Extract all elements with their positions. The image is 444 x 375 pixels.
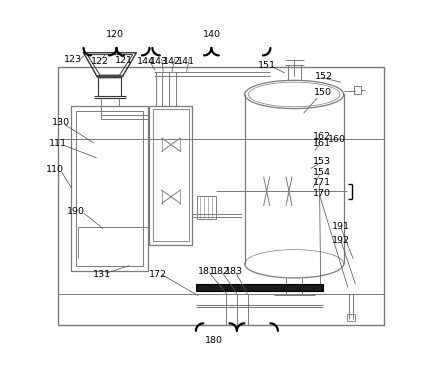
Text: 131: 131 — [93, 270, 111, 279]
Text: 154: 154 — [313, 168, 331, 177]
Bar — [150, 106, 192, 245]
Text: 110: 110 — [45, 165, 63, 174]
Bar — [71, 106, 147, 271]
Text: 122: 122 — [91, 57, 109, 66]
Text: 142: 142 — [163, 57, 181, 66]
Text: 160: 160 — [328, 135, 345, 144]
Text: 143: 143 — [150, 57, 168, 66]
Text: 171: 171 — [313, 178, 331, 187]
Bar — [347, 314, 355, 321]
Text: 183: 183 — [225, 267, 243, 276]
Text: 140: 140 — [202, 30, 221, 39]
Text: 152: 152 — [315, 72, 333, 81]
Bar — [58, 66, 384, 325]
Text: 190: 190 — [67, 207, 85, 216]
Text: 130: 130 — [52, 118, 70, 127]
Text: 162: 162 — [313, 132, 331, 141]
Text: 150: 150 — [313, 88, 332, 97]
Bar — [76, 111, 143, 266]
Text: 161: 161 — [313, 139, 331, 148]
Text: 180: 180 — [205, 336, 223, 345]
Bar — [153, 110, 189, 242]
Text: 153: 153 — [313, 157, 331, 166]
Text: 111: 111 — [49, 139, 67, 148]
Text: 172: 172 — [149, 270, 167, 279]
Text: 151: 151 — [258, 61, 277, 70]
Polygon shape — [96, 76, 123, 78]
Text: 170: 170 — [313, 189, 331, 198]
Text: 121: 121 — [115, 57, 133, 66]
Text: 192: 192 — [332, 236, 350, 245]
Bar — [354, 86, 361, 94]
Bar — [196, 284, 322, 291]
Text: 141: 141 — [177, 57, 195, 66]
Text: 123: 123 — [64, 55, 82, 64]
Text: 181: 181 — [198, 267, 216, 276]
Text: 191: 191 — [332, 222, 350, 231]
Bar — [197, 196, 216, 219]
Text: 182: 182 — [211, 267, 230, 276]
Text: 144: 144 — [137, 57, 155, 66]
Text: 120: 120 — [106, 30, 124, 39]
